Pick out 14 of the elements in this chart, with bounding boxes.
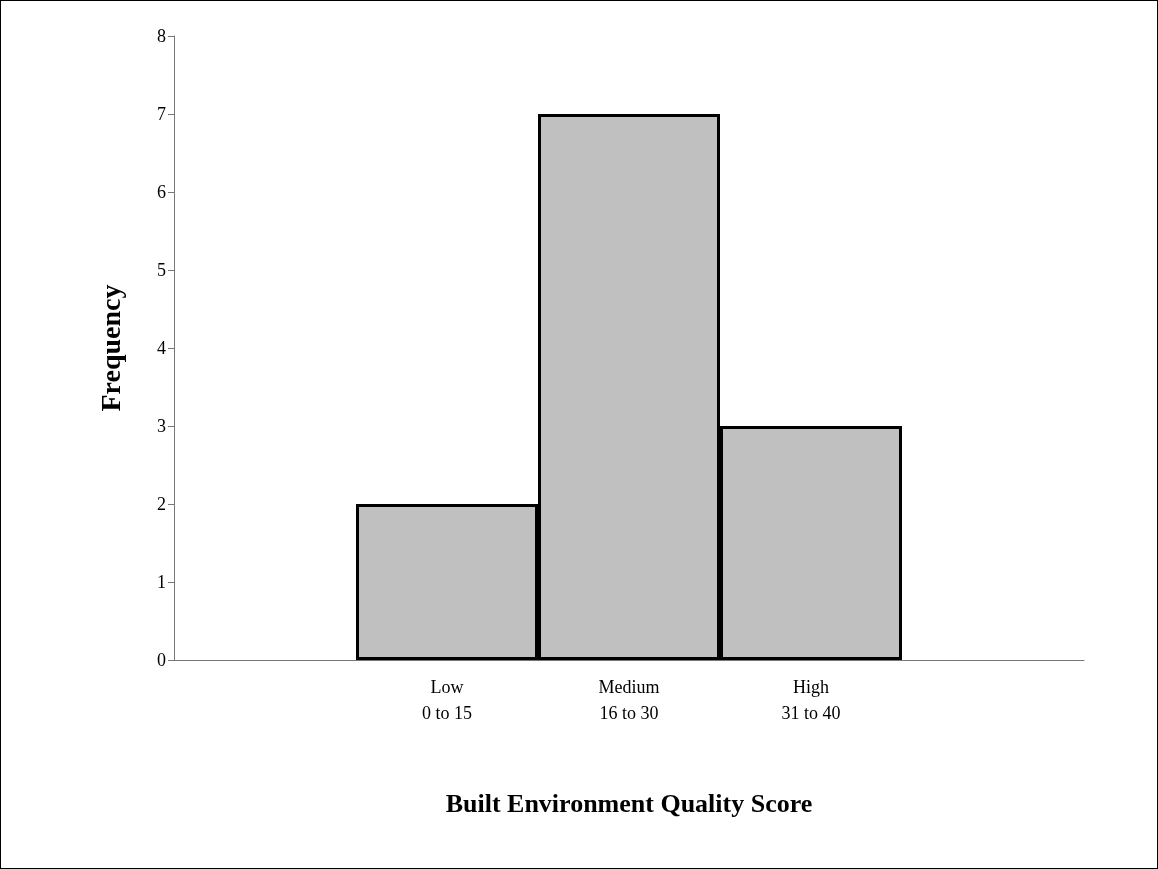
x-axis-title: Built Environment Quality Score — [445, 788, 813, 818]
y-tick-label: 6 — [157, 182, 166, 202]
y-tick-label: 8 — [157, 26, 166, 46]
y-tick-label: 0 — [157, 650, 166, 670]
y-tick-label: 2 — [157, 494, 166, 514]
y-axis-title: Frequency — [94, 284, 126, 412]
x-tick-label: High 31 to 40 — [781, 677, 841, 723]
x-tick-label: Low 0 to 15 — [421, 677, 473, 723]
x-tick-label: Medium 16 to 30 — [598, 677, 660, 723]
y-tick-label: 5 — [157, 260, 166, 280]
y-tick-label: 3 — [157, 416, 166, 436]
y-tick-label: 7 — [157, 104, 166, 124]
y-tick-label: 1 — [157, 572, 166, 592]
y-tick-label: 4 — [157, 338, 166, 358]
